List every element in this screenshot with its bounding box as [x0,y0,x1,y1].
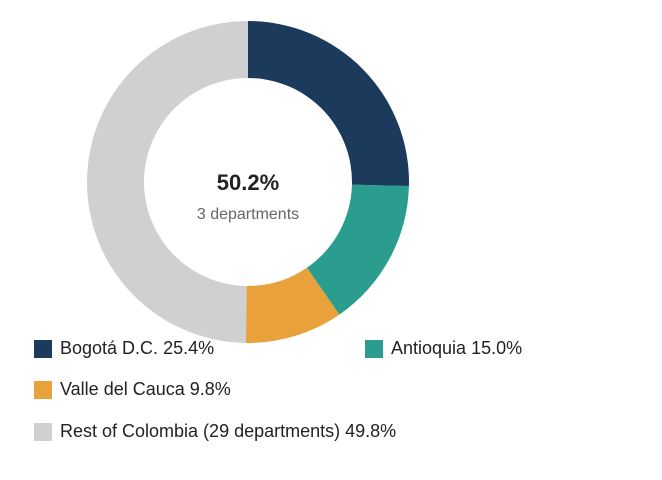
legend-name: Rest of Colombia (29 departments) [60,421,340,441]
legend-swatch [365,340,383,358]
legend-value: 49.8% [345,421,396,441]
legend-name: Antioquia [391,338,467,358]
donut-segment [306,184,409,315]
legend-value: 25.4% [163,338,214,358]
donut-segment [248,21,410,187]
donut-segment [86,21,249,343]
legend-swatch [34,340,52,358]
legend-label: Antioquia 15.0% [391,338,522,358]
center-sublabel: 3 departments [197,206,299,223]
legend-label: Bogotá D.C. 25.4% [60,338,214,358]
donut-segment [245,267,340,343]
legend-name: Valle del Cauca [60,379,186,399]
center-label: 50.2% [217,170,279,195]
legend-swatch [34,423,52,441]
legend-value: 15.0% [471,338,522,358]
legend-label: Rest of Colombia (29 departments) 49.8% [60,421,396,441]
legend-label: Valle del Cauca 9.8% [60,379,231,399]
legend-swatch [34,381,52,399]
legend-name: Bogotá D.C. [60,338,158,358]
legend-value: 9.8% [190,379,231,399]
